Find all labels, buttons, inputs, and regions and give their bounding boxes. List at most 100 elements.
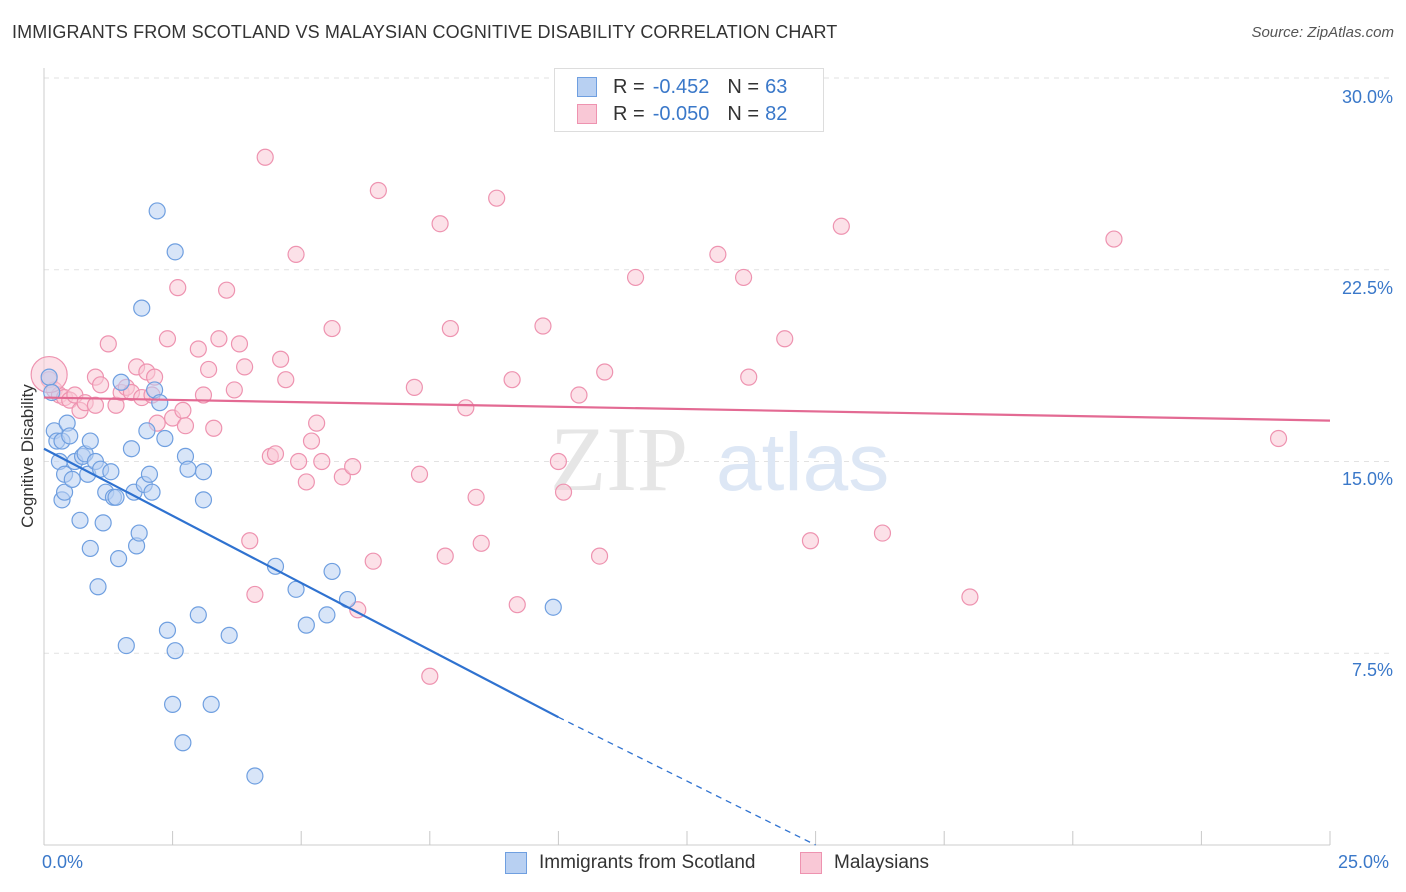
malaysian-swatch: [577, 104, 597, 124]
scotland-point: [151, 394, 169, 412]
legend-label-scotland: Immigrants from Scotland: [539, 852, 756, 873]
scotland-point: [166, 642, 184, 660]
scotland-point: [318, 606, 336, 624]
malaysian-point: [1269, 429, 1288, 448]
malaysian-point: [709, 245, 727, 264]
scotland-point: [544, 598, 562, 616]
malaysian-point: [176, 417, 195, 435]
legend-r-value: -0.050: [652, 102, 710, 125]
scotland-point: [158, 621, 177, 639]
legend-n-label: N =: [727, 75, 760, 98]
x-tick-label-25: 25.0%: [1338, 852, 1390, 872]
legend-n-value: 82: [765, 102, 788, 125]
scotland-point: [130, 524, 148, 542]
scotland-point: [143, 483, 161, 501]
scotland-swatch: [577, 77, 597, 97]
scotland-point: [202, 695, 220, 713]
scotland-point: [81, 539, 99, 558]
malaysian-point: [194, 386, 213, 404]
scotland-point: [189, 606, 207, 624]
malaysian-points: [30, 148, 1288, 685]
malaysian-point: [86, 396, 105, 414]
malaysian-point: [344, 458, 362, 476]
scotland-points: [40, 202, 562, 785]
malaysian-point: [308, 414, 326, 432]
watermark-atlas: atlas: [716, 417, 889, 508]
scotland-trend-line: [43, 447, 559, 719]
scotland-swatch: [505, 852, 527, 874]
malaysian-point: [405, 378, 423, 396]
correlation-legend: R = -0.452 N = 63 R = -0.050 N = 82: [554, 68, 824, 132]
legend-r-label: R =: [613, 75, 645, 98]
malaysian-point: [266, 445, 285, 463]
malaysian-point: [256, 148, 274, 166]
malaysian-point: [333, 468, 351, 486]
scotland-point: [133, 299, 151, 317]
bottom-legend-scotland: Immigrants from Scotland: [505, 852, 755, 874]
malaysian-point: [832, 217, 850, 235]
malaysian-point: [421, 667, 439, 685]
malaysian-point: [205, 419, 223, 437]
malaysian-point: [277, 371, 295, 389]
malaysian-point: [410, 465, 429, 483]
malaysian-swatch: [800, 852, 822, 874]
trend-lines: [43, 396, 1331, 846]
malaysian-point: [534, 317, 552, 335]
scotland-point: [43, 383, 61, 402]
bottom-legend-malaysian: Malaysians: [800, 852, 929, 874]
x-tick-label-0: 0.0%: [42, 852, 84, 872]
scotland-point: [71, 511, 89, 529]
legend-n-label: N =: [727, 102, 760, 125]
malaysian-point: [961, 588, 979, 606]
malaysian-point: [189, 340, 207, 358]
scotland-point: [323, 562, 341, 581]
scotland-point: [81, 432, 99, 450]
malaysian-point: [290, 452, 308, 471]
malaysian-point: [225, 381, 243, 399]
malaysian-point: [570, 386, 588, 404]
axes: [43, 68, 1331, 846]
malaysian-point: [210, 330, 228, 348]
scotland-point: [107, 488, 125, 506]
scotland-point: [246, 767, 264, 785]
malaysian-point: [174, 401, 192, 419]
malaysian-point: [626, 268, 645, 287]
malaysian-point: [549, 452, 568, 471]
y-tick-label-30: 30.0%: [1341, 87, 1393, 107]
legend-row-scotland: R = -0.452 N = 63: [577, 75, 787, 99]
malaysian-point: [241, 532, 259, 550]
malaysian-point: [246, 585, 264, 604]
malaysian-point: [596, 363, 614, 381]
chart-title: IMMIGRANTS FROM SCOTLAND VS MALAYSIAN CO…: [12, 22, 838, 42]
malaysian-point: [436, 547, 454, 565]
malaysian-point: [1105, 230, 1123, 248]
scotland-point: [297, 616, 315, 634]
scotland-point: [164, 695, 182, 713]
malaysian-point: [472, 534, 490, 552]
scotland-point: [156, 429, 174, 448]
scotland-point: [61, 427, 79, 445]
malaysian-point: [590, 547, 609, 565]
malaysian-point: [508, 596, 526, 614]
scotland-point: [112, 373, 130, 391]
malaysian-point: [503, 371, 521, 389]
scotland-point: [194, 463, 213, 481]
malaysian-point: [91, 376, 110, 394]
malaysian-point: [99, 335, 117, 353]
malaysian-point: [457, 399, 475, 417]
malaysian-point: [554, 483, 573, 501]
scotland-point: [40, 368, 58, 386]
scotland-point: [166, 243, 184, 261]
malaysian-point: [158, 330, 177, 348]
y-tick-label-15: 15.0%: [1341, 469, 1393, 489]
scotland-point: [63, 470, 81, 488]
malaysian-point: [313, 452, 331, 471]
watermark-zip: ZIP: [550, 408, 688, 510]
scotland-point: [138, 422, 156, 440]
malaysian-point: [873, 524, 892, 542]
scotland-point: [140, 465, 159, 483]
malaysian-point: [302, 432, 321, 450]
malaysian-point: [218, 281, 236, 299]
malaysian-point: [230, 335, 249, 353]
